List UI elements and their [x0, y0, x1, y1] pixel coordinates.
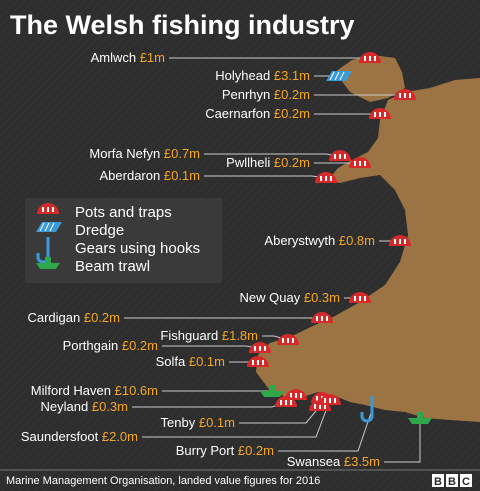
port-name: Caernarfon	[205, 106, 270, 121]
port-name: Neyland	[41, 399, 89, 414]
port-name: Tenby	[161, 415, 196, 430]
port-label: Aberystwyth £0.8m	[264, 233, 375, 248]
port-name: Fishguard	[160, 328, 218, 343]
port-name: Milford Haven	[31, 383, 111, 398]
port-label: Pwllheli £0.2m	[226, 155, 310, 170]
port-value: £0.2m	[274, 106, 310, 121]
leader-line	[239, 405, 321, 424]
dredge-grid	[39, 222, 45, 232]
dredge-grid	[44, 222, 50, 232]
port-value: £0.2m	[238, 443, 274, 458]
port-value: £1m	[140, 50, 165, 65]
port-label: New Quay £0.3m	[240, 290, 340, 305]
port-value: £0.3m	[304, 290, 340, 305]
port-name: Solfa	[156, 354, 186, 369]
port-name: Pwllheli	[226, 155, 270, 170]
port-value: £0.7m	[164, 146, 200, 161]
port-name: Amlwch	[91, 50, 137, 65]
port-value: £3.1m	[274, 68, 310, 83]
dredge-grid	[49, 222, 55, 232]
port-label: Solfa £0.1m	[156, 354, 225, 369]
port-value: £0.2m	[84, 310, 120, 325]
port-label: Penrhyn £0.2m	[222, 87, 310, 102]
logo-box	[446, 474, 458, 487]
port-label: Tenby £0.1m	[161, 415, 235, 430]
trawl-icon	[260, 391, 284, 397]
legend-label: Dredge	[75, 222, 124, 239]
logo-letter: B	[434, 476, 442, 488]
trawl-cabin	[417, 412, 423, 418]
logo-box	[432, 474, 444, 487]
source: Marine Management Organisation, landed v…	[6, 475, 320, 487]
port-name: Saundersfoot	[21, 429, 99, 444]
trawl-icon	[36, 263, 60, 269]
dredge-icon	[36, 222, 62, 232]
port-name: Morfa Nefyn	[89, 146, 160, 161]
port-value: £0.2m	[122, 338, 158, 353]
port-value: £0.1m	[199, 415, 235, 430]
port-name: New Quay	[240, 290, 301, 305]
leader-line	[384, 418, 421, 463]
port-value: £3.5m	[344, 454, 380, 469]
port-label: Morfa Nefyn £0.7m	[89, 146, 200, 161]
port-label: Holyhead £3.1m	[215, 68, 310, 83]
wales	[256, 78, 480, 422]
leader-line	[142, 399, 331, 438]
legend-label: Beam trawl	[75, 258, 150, 275]
port-label: Burry Port £0.2m	[176, 443, 274, 458]
title: The Welsh fishing industry	[10, 10, 355, 40]
port-value: £0.1m	[164, 168, 200, 183]
port-value: £0.3m	[92, 399, 128, 414]
port-value: £0.2m	[274, 87, 310, 102]
logo-letter: B	[448, 476, 456, 488]
port-label: Caernarfon £0.2m	[205, 106, 310, 121]
port-label: Porthgain £0.2m	[63, 338, 158, 353]
port-label: Amlwch £1m	[91, 50, 165, 65]
port-value: £1.8m	[222, 328, 258, 343]
port-value: £0.8m	[339, 233, 375, 248]
anglesey	[335, 55, 405, 102]
port-name: Aberdaron	[100, 168, 161, 183]
port-label: Fishguard £1.8m	[160, 328, 258, 343]
port-value: £0.1m	[189, 354, 225, 369]
port-label: Milford Haven £10.6m	[31, 383, 158, 398]
leader-line	[278, 409, 373, 452]
port-name: Porthgain	[63, 338, 119, 353]
dredge-icon	[326, 71, 352, 81]
port-name: Swansea	[287, 454, 341, 469]
port-name: Holyhead	[215, 68, 270, 83]
dredge-grid	[339, 71, 345, 81]
port-value: £0.2m	[274, 155, 310, 170]
logo-letter: C	[462, 476, 470, 488]
port-name: Aberystwyth	[264, 233, 335, 248]
legend-label: Pots and traps	[75, 204, 172, 221]
legend-label: Gears using hooks	[75, 240, 200, 257]
port-label: Swansea £3.5m	[287, 454, 380, 469]
port-name: Burry Port	[176, 443, 235, 458]
dredge-grid	[329, 71, 335, 81]
trawl-cabin	[45, 257, 51, 263]
trawl-cabin	[269, 385, 275, 391]
port-name: Cardigan	[27, 310, 80, 325]
logo-box	[460, 474, 472, 487]
port-label: Cardigan £0.2m	[27, 310, 120, 325]
port-label: Aberdaron £0.1m	[100, 168, 200, 183]
port-value: £10.6m	[115, 383, 158, 398]
port-label: Saundersfoot £2.0m	[21, 429, 138, 444]
hook-icon	[360, 396, 374, 423]
trawl-icon	[408, 418, 432, 424]
port-value: £2.0m	[102, 429, 138, 444]
port-label: Neyland £0.3m	[41, 399, 128, 414]
port-name: Penrhyn	[222, 87, 270, 102]
dredge-grid	[334, 71, 340, 81]
